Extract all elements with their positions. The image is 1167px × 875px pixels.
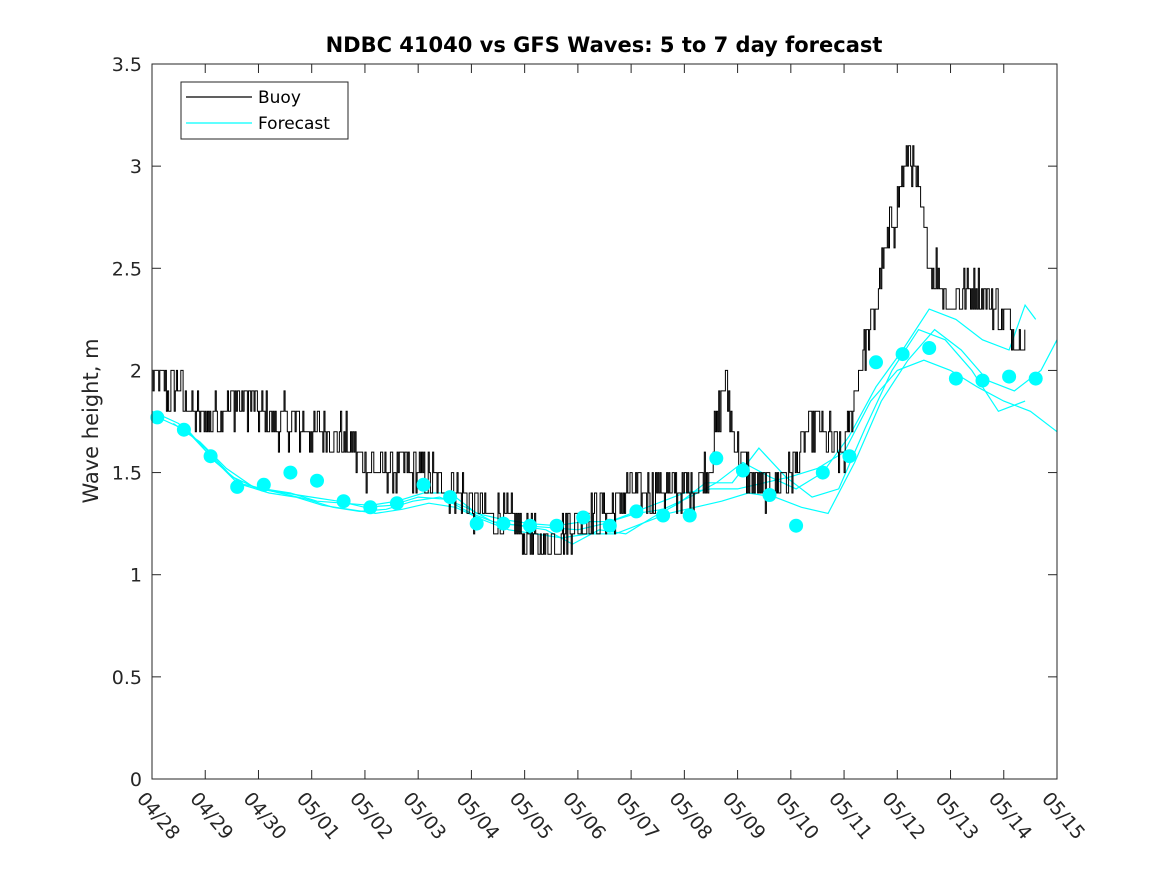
forecast-point: [523, 518, 537, 533]
y-tick-label: 3.5: [112, 54, 142, 76]
forecast-line: [172, 328, 1026, 545]
forecast-point: [948, 371, 963, 386]
legend: Buoy Forecast: [180, 81, 349, 140]
forecast-point: [629, 504, 644, 519]
forecast-point: [230, 479, 245, 494]
forecast-point: [176, 422, 191, 437]
forecast-point: [842, 449, 857, 464]
forecast-point: [203, 449, 218, 464]
forecast-point: [869, 355, 883, 370]
buoy-line: [152, 145, 1026, 555]
forecast-point: [602, 518, 617, 533]
forecast-point: [310, 473, 324, 488]
forecast-markers: [150, 341, 1043, 533]
forecast-point: [469, 516, 484, 531]
forecast-point: [443, 490, 458, 505]
axes-box: [151, 63, 1058, 780]
forecast-point: [735, 463, 750, 478]
forecast-point: [389, 496, 404, 511]
forecast-point: [922, 341, 937, 355]
forecast-point: [549, 518, 564, 533]
forecast-point: [496, 516, 511, 531]
forecast-point: [709, 451, 724, 466]
forecast-point: [895, 347, 910, 362]
forecast-point: [789, 518, 804, 533]
forecast-point: [576, 510, 591, 525]
forecast-point: [815, 465, 830, 480]
legend-buoy-label: Buoy: [258, 88, 301, 108]
y-tick-label: 0: [130, 769, 142, 791]
y-tick-label: 3: [130, 156, 142, 178]
forecast-point: [416, 477, 431, 492]
forecast-point: [283, 465, 298, 480]
y-tick-label: 2: [130, 360, 142, 382]
legend-box: [180, 81, 349, 140]
forecast-point: [682, 508, 697, 523]
forecast-point: [256, 477, 271, 492]
y-tick-label: 1: [130, 565, 142, 587]
y-axis-label: Wave height, m: [79, 338, 103, 503]
forecast-point: [762, 488, 777, 502]
forecast-point: [656, 508, 671, 523]
forecast-point: [336, 494, 351, 509]
forecast-point: [363, 500, 378, 515]
chart-title: NDBC 41040 vs GFS Waves: 5 to 7 day fore…: [326, 33, 883, 57]
forecast-point: [150, 410, 165, 425]
y-tick-label: 0.5: [112, 667, 142, 689]
y-axis: 0 0.5 1 1.5 2 2.5 3 3.5: [112, 54, 1057, 791]
forecast-point: [1028, 371, 1043, 386]
y-tick-label: 2.5: [112, 258, 142, 280]
y-tick-label: 1.5: [112, 463, 142, 485]
forecast-point: [975, 373, 990, 388]
forecast-point: [1002, 369, 1017, 384]
forecast-line: [183, 303, 1037, 527]
legend-forecast-label: Forecast: [258, 114, 330, 134]
